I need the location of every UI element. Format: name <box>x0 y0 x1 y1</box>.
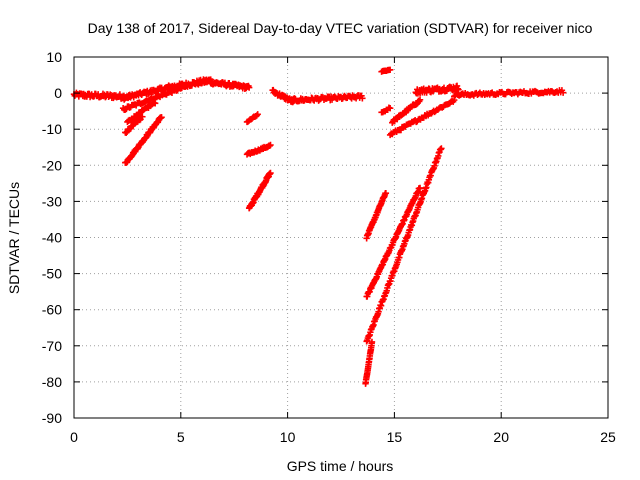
series-short-8h <box>243 111 261 126</box>
data-point <box>254 111 261 118</box>
data-point <box>438 145 445 152</box>
series-rise-14-18h <box>386 96 458 139</box>
series-rise-lower-c <box>122 113 146 136</box>
x-tick-label: 20 <box>493 429 509 445</box>
data-point <box>559 89 567 96</box>
data-point <box>158 114 165 121</box>
series-rise-14-16h <box>389 96 424 126</box>
series-hump-16-18h <box>412 82 462 97</box>
series-mid-8-9h <box>243 141 274 158</box>
series-plunge-c <box>363 145 445 345</box>
x-axis-label: GPS time / hours <box>287 458 394 474</box>
data-point <box>139 113 146 120</box>
data-point <box>368 338 376 346</box>
grid-lines <box>74 57 608 418</box>
y-tick-label: 0 <box>54 85 62 101</box>
x-tick-label: 0 <box>70 429 78 445</box>
y-tick-label: -80 <box>42 374 62 390</box>
data-point <box>359 95 366 102</box>
series-plateau-6-8h <box>207 78 253 92</box>
series-steep-2-4h <box>122 114 165 166</box>
series-plunge-a <box>363 189 390 242</box>
y-tick-label: -60 <box>42 302 62 318</box>
series-plunge-b <box>363 184 424 300</box>
series-short-14.6h <box>378 104 394 116</box>
data-point <box>245 84 253 91</box>
series-rise-lower-a <box>119 82 191 114</box>
data-point <box>416 96 424 103</box>
x-tick-labels: 0 5 10 15 20 25 <box>70 429 616 445</box>
y-axis-label: SDTVAR / TECUs <box>6 182 22 294</box>
data-point <box>386 66 394 73</box>
series-steep-8-9h <box>245 169 274 212</box>
y-tick-label: -90 <box>42 410 62 426</box>
data-point <box>151 100 159 107</box>
tick-marks <box>73 56 609 419</box>
series-spike-14.5h <box>378 66 394 75</box>
series-flat-18-23h <box>451 87 567 100</box>
data-point <box>382 189 390 197</box>
data-point <box>267 141 274 149</box>
x-tick-label: 10 <box>280 429 296 445</box>
y-tick-label: -20 <box>42 157 62 173</box>
x-tick-label: 25 <box>600 429 616 445</box>
y-tick-label: -30 <box>42 193 62 209</box>
series-rise-lower-b <box>124 99 159 126</box>
y-tick-label: 10 <box>46 49 62 65</box>
series-rise-to-5h <box>117 84 172 103</box>
y-tick-label: -70 <box>42 338 62 354</box>
x-tick-label: 15 <box>387 429 403 445</box>
data-point <box>253 112 260 119</box>
y-tick-label: -50 <box>42 266 62 282</box>
y-tick-labels: 10 0 -10 -20 -30 -40 -50 -60 -70 -80 -90 <box>42 49 62 426</box>
data-marks <box>70 66 567 387</box>
data-point <box>267 169 274 177</box>
y-tick-label: -10 <box>42 121 62 137</box>
series-flat-10-14h <box>288 92 366 106</box>
y-tick-label: -40 <box>42 230 62 246</box>
x-tick-label: 5 <box>177 429 185 445</box>
data-point <box>386 104 394 112</box>
series-plunge-tail <box>362 338 376 387</box>
data-point <box>184 82 191 89</box>
chart-title: Day 138 of 2017, Sidereal Day-to-day VTE… <box>88 20 593 36</box>
data-point <box>416 184 424 192</box>
